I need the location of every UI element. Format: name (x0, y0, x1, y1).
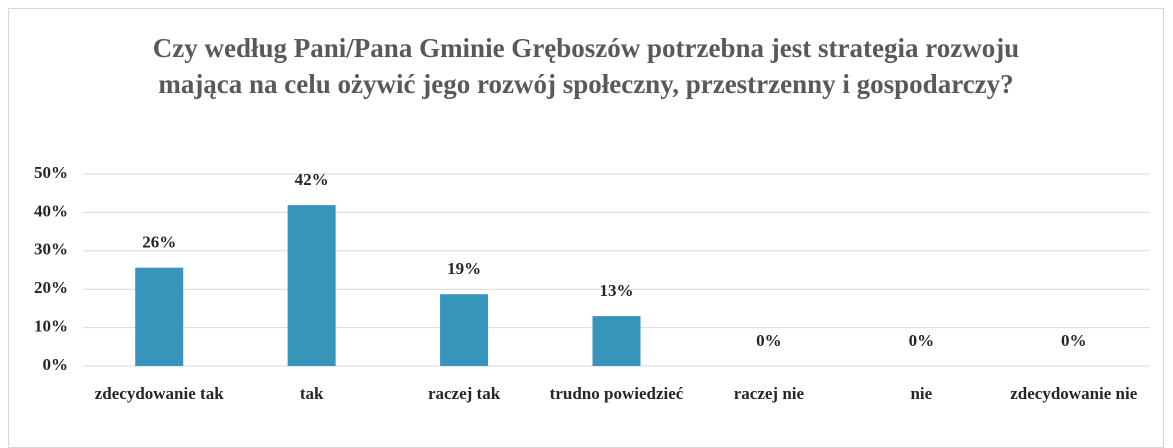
x-tick-label: trudno powiedzieć (549, 384, 684, 403)
x-tick-label: raczej tak (427, 384, 501, 403)
data-label: 0% (756, 331, 782, 350)
data-label: 0% (1061, 331, 1087, 350)
y-tick-label: 40% (34, 201, 68, 220)
x-tick-label: tak (299, 384, 324, 403)
x-tick-label: zdecydowanie tak (94, 384, 224, 403)
y-tick-label: 0% (43, 355, 69, 374)
data-label: 19% (447, 259, 481, 278)
x-tick-label: nie (910, 384, 933, 403)
data-label: 26% (142, 233, 176, 252)
y-tick-label: 10% (34, 317, 68, 336)
bar (287, 205, 336, 366)
bar (440, 294, 489, 366)
x-tick-label: raczej nie (733, 384, 805, 403)
data-label: 0% (909, 331, 935, 350)
x-tick-label: zdecydowanie nie (1010, 384, 1138, 403)
y-tick-label: 50% (34, 163, 68, 182)
bar (135, 267, 184, 366)
y-tick-label: 20% (34, 278, 68, 297)
data-label: 13% (600, 281, 634, 300)
y-tick-label: 30% (34, 240, 68, 259)
data-label: 42% (295, 170, 329, 189)
bar (592, 316, 641, 366)
chart-title: Czy według Pani/Pana Gminie Gręboszów po… (152, 33, 1020, 99)
